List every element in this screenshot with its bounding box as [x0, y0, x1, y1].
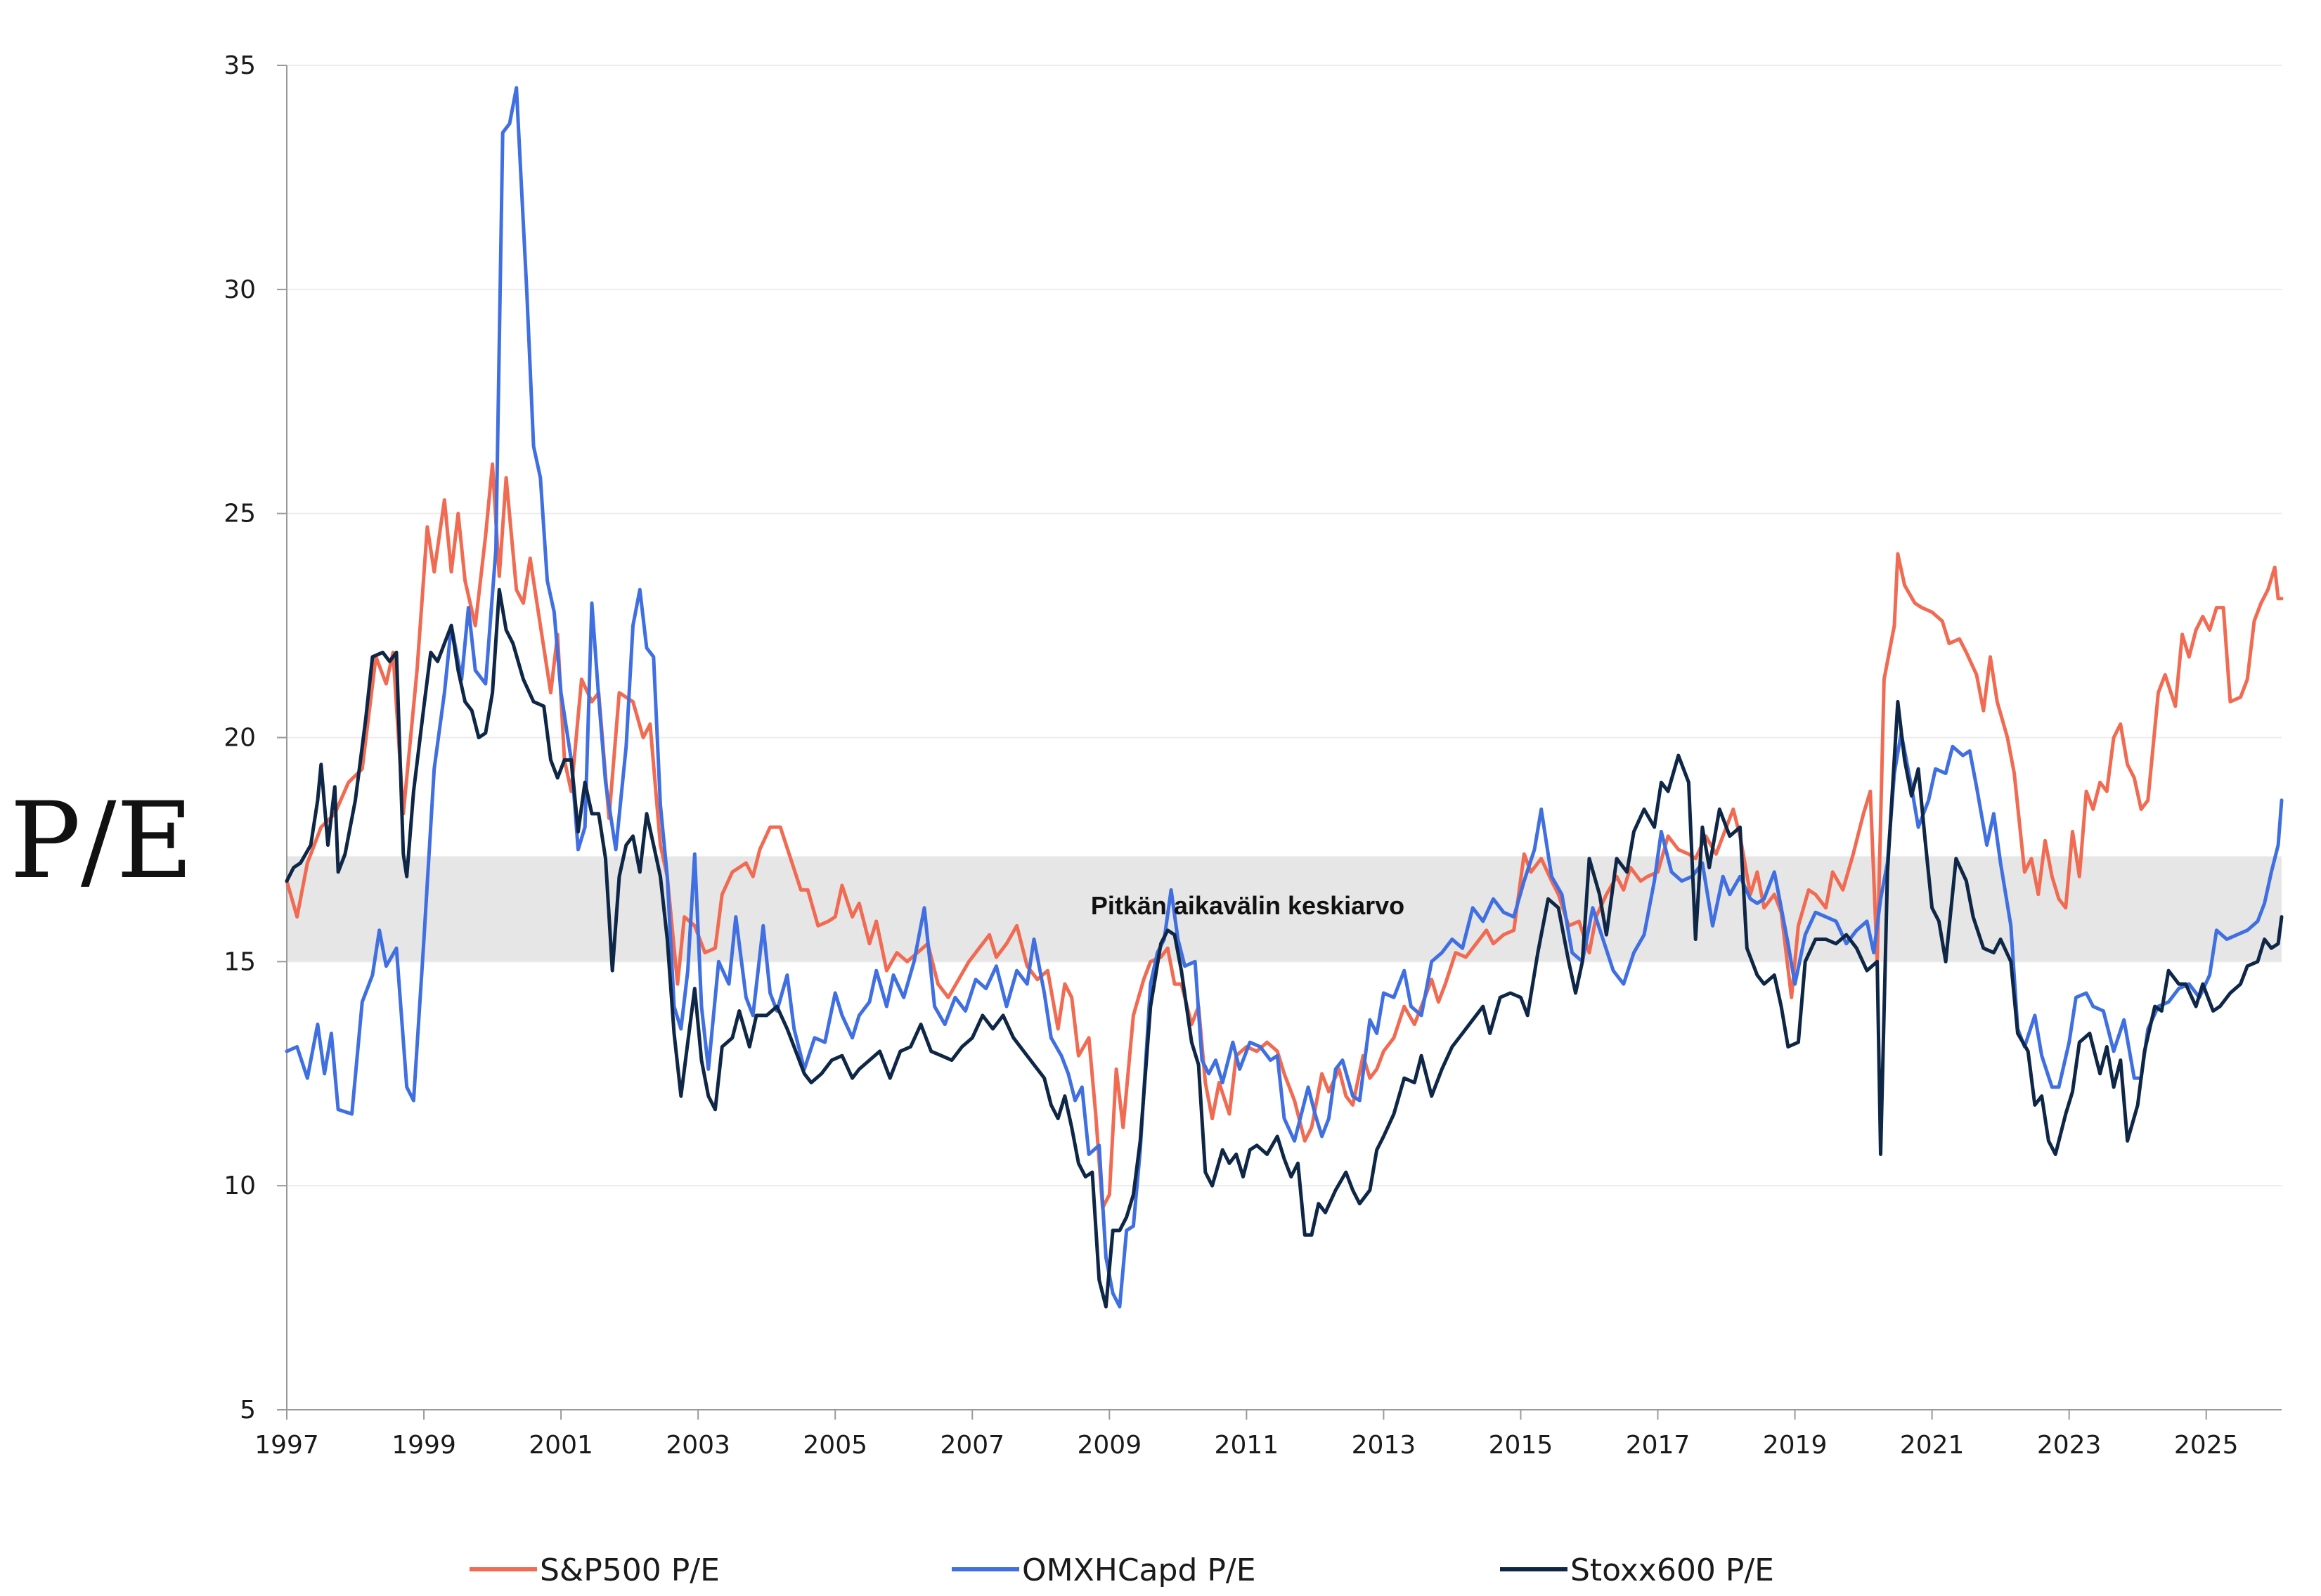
x-tick-label-2021: 2021	[1900, 1431, 1965, 1460]
x-tick-label-2001: 2001	[529, 1431, 593, 1460]
series-line-1	[285, 462, 2284, 1210]
series-line-3	[285, 588, 2284, 1309]
legend-label-1: S&P500 P/E	[540, 1552, 720, 1588]
x-tick-label-2023: 2023	[2037, 1431, 2102, 1460]
y-tick-label-30: 30	[224, 275, 256, 304]
x-tick-label-1999: 1999	[392, 1431, 456, 1460]
y-tick-label-10: 10	[224, 1172, 256, 1200]
x-tick-label-2009: 2009	[1077, 1431, 1142, 1460]
y-axis-tick-labels: 5 10 15 20 25 30 35	[224, 51, 256, 1425]
gridlines	[287, 65, 2282, 1187]
x-tick-label-2015: 2015	[1489, 1431, 1553, 1460]
x-tick-label-2005: 2005	[803, 1431, 867, 1460]
y-tick-label-5: 5	[240, 1396, 256, 1425]
legend: S&P500 P/E OMXHCapd P/E Stoxx600 P/E	[470, 1552, 1774, 1588]
y-tick-label-35: 35	[224, 51, 256, 80]
y-axis-label: P/E	[10, 780, 193, 902]
axes	[277, 65, 2282, 1420]
x-tick-label-2007: 2007	[940, 1431, 1004, 1460]
series-lines	[285, 86, 2284, 1309]
x-tick-label-1997: 1997	[254, 1431, 319, 1460]
y-tick-label-25: 25	[224, 500, 256, 528]
x-tick-label-2025: 2025	[2174, 1431, 2239, 1460]
series-line-2	[285, 86, 2284, 1309]
x-axis-tick-labels: 1997 1999 2001 2003 2005 2007 2009 2011 2013 2015…	[254, 1431, 2238, 1460]
x-tick-label-2011: 2011	[1215, 1431, 1279, 1460]
x-tick-label-2003: 2003	[666, 1431, 730, 1460]
legend-label-2: OMXHCapd P/E	[1022, 1552, 1256, 1588]
band-label: Pitkän aikavälin keskiarvo	[1091, 891, 1404, 920]
x-tick-label-2013: 2013	[1352, 1431, 1416, 1460]
x-tick-label-2017: 2017	[1626, 1431, 1690, 1460]
legend-label-3: Stoxx600 P/E	[1570, 1552, 1774, 1588]
x-tick-label-2019: 2019	[1763, 1431, 1828, 1460]
y-tick-label-20: 20	[224, 724, 256, 753]
y-tick-label-15: 15	[224, 947, 256, 976]
